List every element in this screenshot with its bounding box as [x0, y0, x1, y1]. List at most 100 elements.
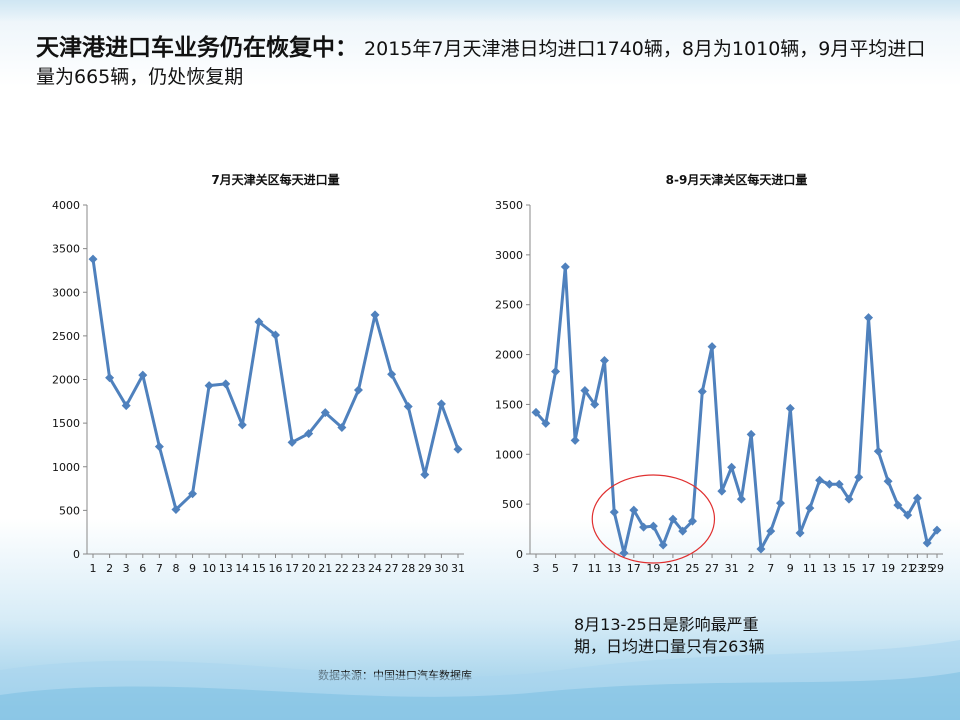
x-tick-label: 25	[920, 562, 934, 575]
data-point	[687, 516, 697, 526]
x-tick-label: 9	[189, 562, 196, 575]
july-chart: 7月天津关区每天进口量 0 500 1000 1500 2000 2500 3000 3500 4…	[20, 160, 480, 590]
x-tick-label: 16	[269, 562, 283, 575]
data-point	[766, 526, 776, 536]
data-point	[805, 503, 815, 513]
x-tick-label: 23	[910, 562, 924, 575]
data-point	[531, 407, 541, 417]
chart-title: 7月天津关区每天进口量	[211, 172, 339, 187]
x-tick-label: 29	[930, 562, 944, 575]
annotation-line-2: 期，日均进口量只有263辆	[574, 637, 765, 656]
x-tick-label: 11	[588, 562, 602, 575]
data-point	[903, 510, 913, 520]
x-tick-label: 3	[533, 562, 540, 575]
x-tick-label: 7	[767, 562, 774, 575]
highlight-circle	[591, 474, 716, 564]
data-point	[854, 472, 864, 482]
data-point	[834, 479, 844, 489]
data-point	[824, 479, 834, 489]
data-point	[776, 498, 786, 508]
data-point	[370, 310, 380, 320]
x-tick-label: 9	[787, 562, 794, 575]
data-point	[844, 494, 854, 504]
x-tick-label: 25	[685, 562, 699, 575]
y-tick-label: 500	[59, 504, 80, 517]
data-point	[304, 429, 314, 439]
data-point	[420, 470, 430, 480]
annotation-box: 8月13-25日是影响最严重 期，日均进口量只有263辆	[574, 614, 814, 658]
data-point	[138, 370, 148, 380]
y-tick-label: 3500	[495, 199, 523, 212]
y-tick-label: 3000	[495, 249, 523, 262]
data-point	[436, 399, 446, 409]
data-point	[883, 476, 893, 486]
data-point	[204, 381, 214, 391]
headline-lead: 天津港进口车业务仍在恢复中：	[36, 35, 358, 61]
data-point	[785, 403, 795, 413]
x-tick-label: 7	[156, 562, 163, 575]
data-point	[678, 526, 688, 536]
x-tick-label: 23	[351, 562, 365, 575]
data-point	[154, 442, 164, 452]
y-tick-label: 4000	[52, 199, 80, 212]
x-tick-label: 20	[302, 562, 316, 575]
data-point	[590, 399, 600, 409]
x-tick-label: 27	[385, 562, 399, 575]
chart-title: 8-9月天津关区每天进口量	[666, 172, 808, 187]
x-tick-label: 11	[803, 562, 817, 575]
data-point	[387, 369, 397, 379]
annotation-line-1: 8月13-25日是影响最严重	[574, 615, 759, 634]
x-tick-label: 31	[451, 562, 465, 575]
x-tick-label: 17	[862, 562, 876, 575]
x-tick-label: 21	[901, 562, 915, 575]
data-point	[864, 313, 874, 323]
x-tick-label: 17	[627, 562, 641, 575]
y-tick-label: 1500	[495, 398, 523, 411]
x-tick-label: 22	[335, 562, 349, 575]
data-point	[815, 475, 825, 485]
y-tick-label: 2500	[52, 330, 80, 343]
y-tick-label: 1000	[495, 448, 523, 461]
headline-rest: 2015年7月天津港日均进口1740辆，8月为1010辆，9月平均进口量为665…	[36, 38, 926, 88]
series-line	[91, 258, 460, 511]
data-point	[403, 402, 413, 412]
x-tick-label: 13	[607, 562, 621, 575]
x-tick-label: 21	[318, 562, 332, 575]
data-point	[629, 505, 639, 515]
data-point	[353, 385, 363, 395]
data-point	[648, 521, 658, 531]
data-point	[932, 525, 942, 535]
x-tick-label: 5	[552, 562, 559, 575]
x-tick-label: 15	[842, 562, 856, 575]
x-tick-label: 13	[219, 562, 233, 575]
x-tick-label: 7	[572, 562, 579, 575]
x-tick-label: 10	[202, 562, 216, 575]
y-tick-label: 1500	[52, 417, 80, 430]
data-point	[893, 500, 903, 510]
data-point	[912, 493, 922, 503]
data-point	[727, 462, 737, 472]
data-point	[609, 507, 619, 517]
data-point	[746, 429, 756, 439]
y-tick-label: 0	[73, 548, 80, 561]
y-tick-label: 3000	[52, 286, 80, 299]
data-point	[453, 444, 463, 454]
data-point	[795, 528, 805, 538]
data-point	[171, 505, 181, 515]
data-point	[707, 342, 717, 352]
x-tick-label: 17	[285, 562, 299, 575]
x-tick-label: 30	[434, 562, 448, 575]
data-point	[221, 379, 231, 389]
data-point	[570, 435, 580, 445]
data-point	[697, 386, 707, 396]
data-point	[254, 317, 264, 327]
x-tick-label: 19	[646, 562, 660, 575]
data-point	[873, 446, 883, 456]
y-tick-label: 0	[516, 548, 523, 561]
x-tick-label: 28	[401, 562, 415, 575]
data-point	[717, 486, 727, 496]
x-tick-label: 3	[123, 562, 130, 575]
data-point	[668, 514, 678, 524]
x-tick-label: 15	[252, 562, 266, 575]
x-tick-label: 27	[705, 562, 719, 575]
